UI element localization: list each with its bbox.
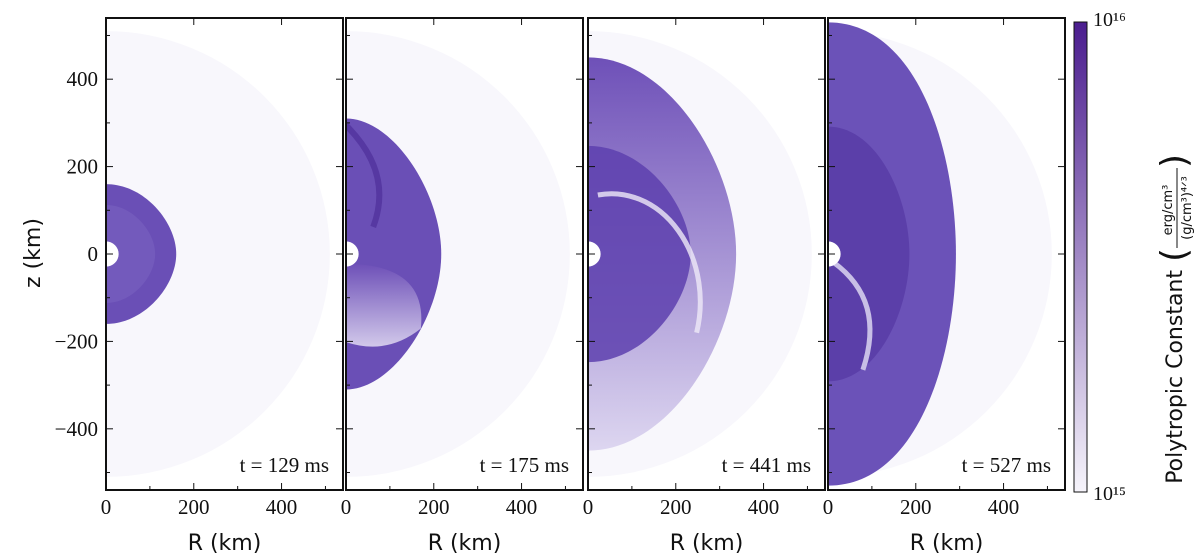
y-tick-label: −200 (55, 329, 98, 353)
lower-plume (346, 264, 422, 347)
x-axis-label: R (km) (910, 531, 984, 554)
colorbar-min-label: 10¹⁵ (1093, 483, 1126, 505)
colorbar-bar (1073, 21, 1088, 493)
x-tick-label: 0 (823, 495, 834, 519)
colorbar-max-label: 10¹⁶ (1093, 9, 1126, 31)
plume-arc (831, 259, 873, 371)
panel-3: 0 200 400 t = 441 ms R (km) (583, 17, 826, 554)
x-tick-label: 200 (178, 495, 210, 519)
panel-4: 0 200 400 t = 527 ms R (km) (823, 17, 1066, 554)
ring-arc (597, 191, 703, 334)
x-axis-label: R (km) (188, 531, 262, 554)
y-tick-label: −400 (55, 417, 98, 441)
y-axis-label: z (km) (21, 218, 46, 288)
domain-background (106, 31, 330, 477)
x-axis-label: R (km) (428, 531, 502, 554)
x-axis-label: R (km) (670, 531, 744, 554)
x-tick-label: 400 (988, 495, 1020, 519)
panel-1: 0 200 400 −400 −200 0 200 400 t = 129 ms R (km) (55, 17, 344, 554)
time-label: t = 441 ms (722, 453, 811, 477)
colorbar-unit-numerator: erg/cm³ (1161, 185, 1176, 236)
inner-core (828, 126, 910, 382)
x-tick-label: 200 (418, 495, 450, 519)
x-tick-label: 200 (660, 495, 692, 519)
inner-core (588, 145, 691, 363)
colorbar-title-group: Polytropic Constant ( erg/cm³ (g/cm³)⁴ᐟ³… (1154, 154, 1195, 484)
panel-3-field (588, 31, 812, 477)
time-label: t = 527 ms (962, 453, 1051, 477)
y-tick-label: 400 (67, 67, 99, 91)
x-tick-label: 0 (341, 495, 352, 519)
x-tick-label: 400 (506, 495, 538, 519)
inner-shell (106, 205, 156, 303)
panel-4-field (828, 22, 1052, 486)
x-tick-label: 0 (101, 495, 112, 519)
domain-background (346, 31, 570, 477)
panels-group: 0 200 400 −400 −200 0 200 400 t = 129 ms R (km) 0 2… (55, 17, 1066, 554)
x-tick-label: 0 (583, 495, 594, 519)
time-label: t = 129 ms (240, 453, 329, 477)
panel-2-field (346, 31, 570, 477)
colorbar-unit-denominator: (g/cm³)⁴ᐟ³ (1180, 176, 1195, 240)
colorbar-paren-open: ( (1154, 248, 1195, 262)
swirl (346, 123, 383, 228)
panel-1-field (106, 31, 330, 477)
colorbar-title: Polytropic Constant (1163, 270, 1188, 484)
panel-2: 0 200 400 t = 175 ms R (km) (341, 17, 584, 554)
colorbar: 10¹⁶ 10¹⁵ Polytropic Constant ( erg/cm³ … (1073, 9, 1195, 505)
x-tick-label: 400 (748, 495, 780, 519)
y-tick-label: 200 (67, 155, 99, 179)
x-tick-label: 400 (266, 495, 298, 519)
x-tick-label: 200 (900, 495, 932, 519)
time-label: t = 175 ms (480, 453, 569, 477)
colorbar-paren-close: ) (1154, 154, 1195, 168)
y-tick-label: 0 (88, 242, 99, 266)
